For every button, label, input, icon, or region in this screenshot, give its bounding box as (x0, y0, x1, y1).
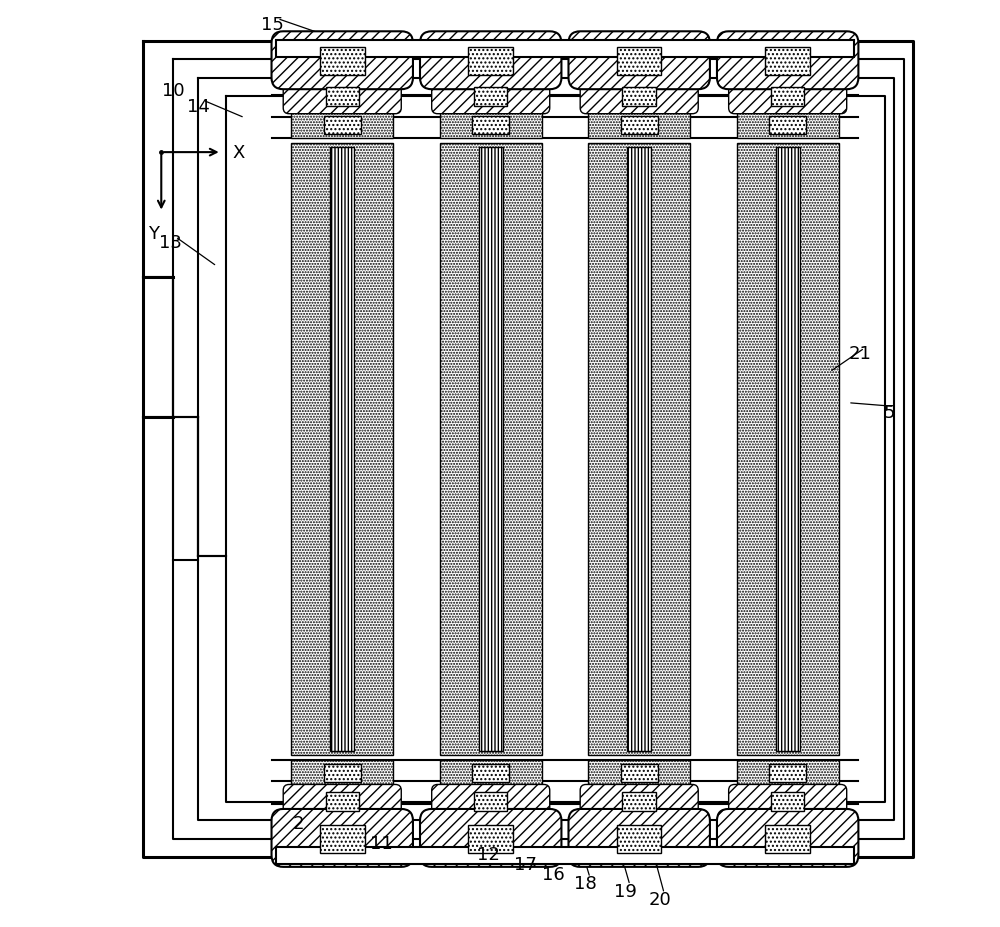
Text: 19: 19 (614, 882, 637, 900)
Text: 15: 15 (261, 16, 284, 34)
Bar (776, 148, 800, 751)
Text: 5: 5 (884, 403, 896, 422)
Bar (472, 764, 509, 782)
FancyBboxPatch shape (432, 80, 550, 115)
Text: 21: 21 (849, 345, 872, 363)
Bar (771, 88, 804, 107)
Bar (326, 88, 359, 107)
Bar (440, 113, 542, 139)
Text: 11: 11 (370, 834, 393, 853)
Text: 20: 20 (648, 890, 671, 908)
FancyBboxPatch shape (729, 80, 847, 115)
Text: X: X (233, 144, 245, 162)
Bar (765, 825, 810, 853)
FancyBboxPatch shape (717, 32, 858, 90)
Bar (627, 148, 651, 751)
Bar (617, 825, 661, 853)
Bar (276, 41, 854, 57)
Bar (588, 144, 690, 756)
Bar (324, 117, 361, 135)
Bar (440, 760, 542, 786)
Bar (621, 117, 658, 135)
Text: 16: 16 (542, 865, 564, 883)
FancyBboxPatch shape (568, 32, 710, 90)
Bar (737, 113, 839, 139)
FancyBboxPatch shape (580, 784, 698, 819)
Text: 12: 12 (477, 844, 500, 863)
Bar (769, 764, 806, 782)
Bar (291, 144, 393, 756)
Text: Y: Y (148, 224, 159, 242)
Bar (472, 117, 509, 135)
Bar (291, 760, 393, 786)
Bar (771, 793, 804, 811)
Text: 2: 2 (293, 814, 304, 832)
Bar (468, 48, 513, 76)
Bar (474, 88, 507, 107)
Bar (622, 88, 656, 107)
FancyBboxPatch shape (729, 784, 847, 819)
FancyBboxPatch shape (717, 809, 858, 867)
Bar (737, 760, 839, 786)
Bar (622, 793, 656, 811)
Bar (320, 825, 365, 853)
Bar (291, 113, 393, 139)
Bar (769, 117, 806, 135)
FancyBboxPatch shape (283, 784, 401, 819)
Bar (617, 48, 661, 76)
Bar (276, 847, 854, 864)
Text: 13: 13 (159, 234, 182, 252)
Bar (330, 148, 354, 751)
FancyBboxPatch shape (272, 809, 413, 867)
Text: 17: 17 (514, 855, 536, 873)
Text: 18: 18 (574, 874, 597, 893)
Bar (588, 760, 690, 786)
FancyBboxPatch shape (420, 809, 561, 867)
Bar (479, 148, 503, 751)
Bar (621, 764, 658, 782)
Bar (588, 113, 690, 139)
FancyBboxPatch shape (420, 32, 561, 90)
Bar (474, 793, 507, 811)
FancyBboxPatch shape (580, 80, 698, 115)
Bar (737, 144, 839, 756)
FancyBboxPatch shape (272, 32, 413, 90)
Bar (320, 48, 365, 76)
Bar (468, 825, 513, 853)
Text: 10: 10 (162, 82, 185, 100)
Bar (440, 144, 542, 756)
Bar (324, 764, 361, 782)
Bar (326, 793, 359, 811)
Text: 14: 14 (187, 97, 210, 116)
FancyBboxPatch shape (568, 809, 710, 867)
Bar (765, 48, 810, 76)
FancyBboxPatch shape (283, 80, 401, 115)
FancyBboxPatch shape (432, 784, 550, 819)
